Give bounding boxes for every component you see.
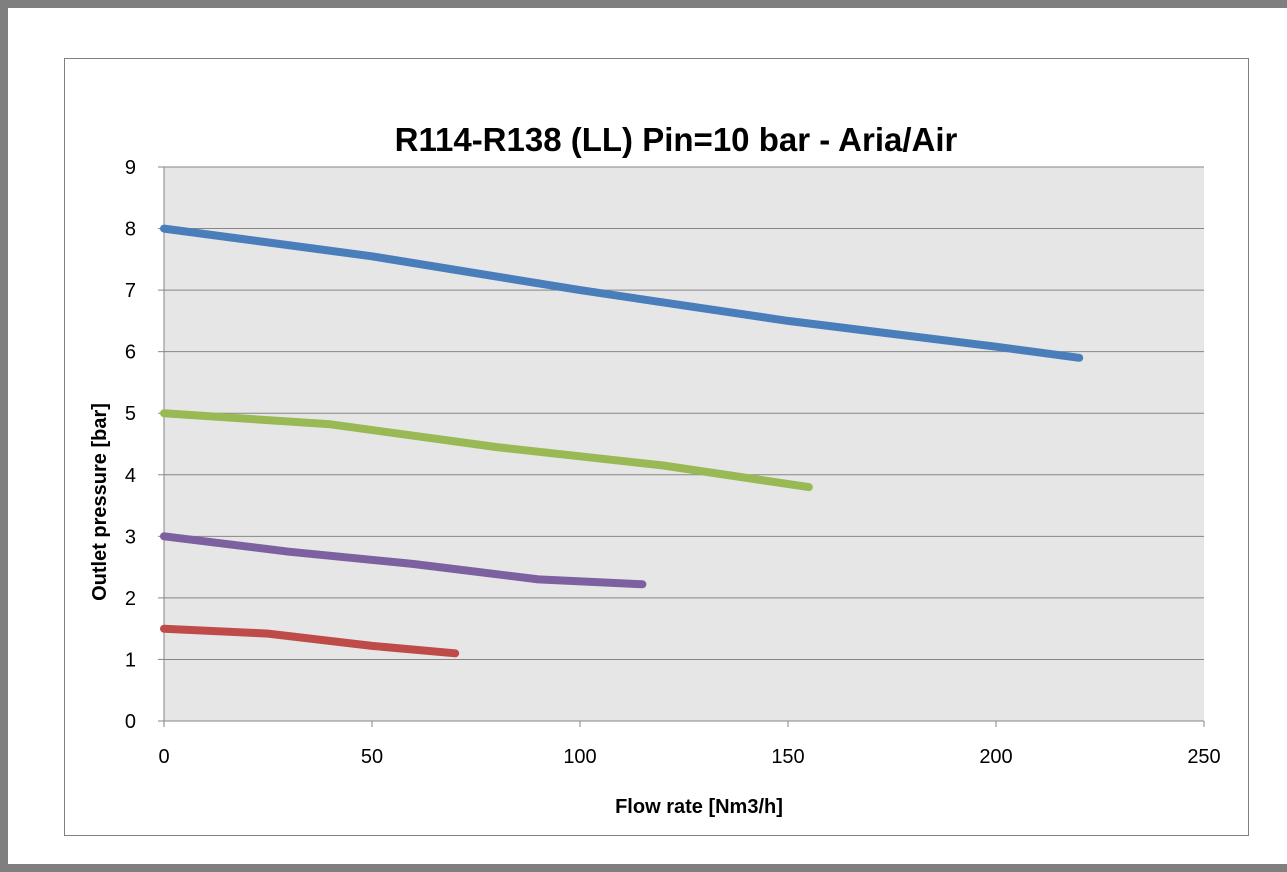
y-tick-label: 3 — [125, 526, 136, 548]
series-line — [160, 532, 647, 589]
x-tick-label: 150 — [771, 746, 804, 768]
y-tick-label: 5 — [125, 403, 136, 425]
page-frame: R114-R138 (LL) Pin=10 bar - Aria/Air 0 1 2… — [8, 8, 1287, 864]
series-line — [160, 624, 460, 658]
x-tick-label: 0 — [158, 746, 169, 768]
x-tick-label: 200 — [979, 746, 1012, 768]
chart-area: R114-R138 (LL) Pin=10 bar - Aria/Air 0 1 2… — [64, 58, 1249, 836]
line-chart: R114-R138 (LL) Pin=10 bar - Aria/Air 0 1 2… — [89, 121, 1221, 818]
x-axis-label: Flow rate [Nm3/h] — [615, 796, 783, 818]
x-tick-label: 250 — [1187, 746, 1220, 768]
y-tick-label: 9 — [125, 157, 136, 179]
data-series — [160, 224, 1084, 658]
series-line — [160, 224, 1084, 362]
y-tick-label: 0 — [125, 711, 136, 733]
x-tick-labels: 0 50 100 150 200 250 — [158, 746, 1220, 768]
y-axis-label: Outlet pressure [bar] — [89, 403, 111, 601]
series-line — [160, 409, 813, 492]
gridlines — [164, 166, 1204, 660]
y-tick-label: 8 — [125, 219, 136, 241]
y-tick-label: 7 — [125, 280, 136, 302]
y-tick-label: 4 — [125, 465, 136, 487]
chart-title: R114-R138 (LL) Pin=10 bar - Aria/Air — [395, 121, 958, 158]
y-tick-labels: 0 1 2 3 4 5 6 7 8 9 — [125, 157, 136, 733]
y-tick-label: 1 — [125, 649, 136, 671]
x-tick-label: 100 — [563, 746, 596, 768]
y-tick-label: 6 — [125, 342, 136, 364]
x-tick-label: 50 — [361, 746, 383, 768]
y-tick-label: 2 — [125, 588, 136, 610]
plot-background — [164, 167, 1204, 721]
